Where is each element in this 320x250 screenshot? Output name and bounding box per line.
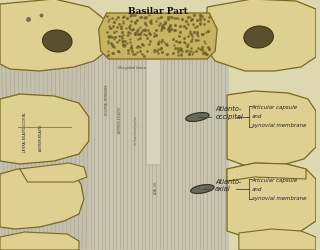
Text: Occipital bone: Occipital bone: [118, 66, 147, 70]
Ellipse shape: [244, 27, 273, 49]
Polygon shape: [239, 229, 316, 250]
Polygon shape: [0, 169, 84, 229]
Text: Articular capsule: Articular capsule: [252, 105, 298, 110]
Polygon shape: [205, 0, 316, 72]
Text: Atlanto-
axial: Atlanto- axial: [215, 179, 241, 192]
Text: AXIAL LIG.: AXIAL LIG.: [154, 180, 158, 194]
Text: LATERAL ATLANTO-OCCIPITAL: LATERAL ATLANTO-OCCIPITAL: [23, 112, 27, 152]
Ellipse shape: [191, 185, 214, 194]
Text: OCCIPITAL MEMBRANE: OCCIPITAL MEMBRANE: [105, 84, 108, 115]
Polygon shape: [0, 0, 110, 72]
Text: synovial membrane: synovial membrane: [252, 196, 306, 201]
Polygon shape: [0, 94, 89, 164]
Text: and: and: [252, 187, 262, 192]
Polygon shape: [0, 232, 79, 250]
Text: ANTERIOR ATLANTO: ANTERIOR ATLANTO: [118, 106, 123, 133]
Polygon shape: [87, 55, 229, 250]
Polygon shape: [99, 14, 217, 60]
Text: synovial membrane: synovial membrane: [252, 123, 306, 128]
Polygon shape: [20, 163, 87, 182]
Polygon shape: [146, 60, 160, 164]
Polygon shape: [0, 55, 89, 250]
Ellipse shape: [43, 31, 72, 53]
Polygon shape: [227, 163, 306, 181]
Text: Basilar Part: Basilar Part: [128, 7, 188, 16]
Polygon shape: [227, 163, 316, 237]
Text: ANTERIOR ATLANTO: ANTERIOR ATLANTO: [39, 124, 44, 151]
Text: its Superficial portion: its Superficial portion: [134, 115, 138, 144]
Text: Articular capsule: Articular capsule: [252, 178, 298, 183]
Ellipse shape: [186, 113, 209, 122]
Polygon shape: [227, 92, 316, 167]
Text: Atlanto-
occipital: Atlanto- occipital: [215, 106, 243, 119]
Text: and: and: [252, 114, 262, 119]
